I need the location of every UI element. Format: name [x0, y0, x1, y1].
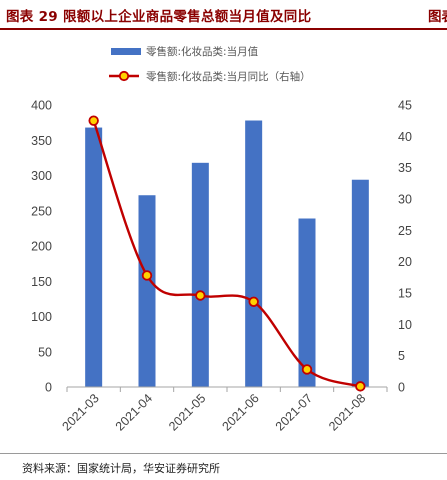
y-left-tick-label: 300	[31, 169, 52, 183]
y-left-tick-label: 0	[45, 381, 52, 395]
title-bar: 图表 29 限额以上企业商品零售总额当月值及同比 图表	[0, 0, 447, 30]
y-left-tick-label: 200	[31, 240, 52, 254]
plot-area: 2021-03 2021-04 2021-05 2021-06 2021-07 2021-…	[31, 99, 412, 434]
y-right-tick-label: 5	[398, 349, 405, 363]
x-tick-label: 2021-06	[219, 391, 261, 433]
legend-bar-label: 零售额:化妆品类:当月值	[146, 45, 259, 58]
bar	[245, 120, 263, 387]
y-right-tick-label: 10	[398, 318, 412, 332]
bar	[298, 218, 316, 387]
x-tick-label: 2021-07	[273, 391, 315, 433]
x-tick-label: 2021-03	[59, 391, 101, 433]
source-bar: 资料来源：国家统计局，华安证券研究所	[0, 453, 447, 480]
y-right-tick-label: 45	[398, 99, 412, 113]
yoy-point	[301, 364, 313, 375]
y-right-tick-label: 15	[398, 287, 412, 301]
yoy-point	[88, 115, 99, 126]
bar	[351, 179, 369, 387]
y-left-tick-label: 50	[38, 345, 52, 359]
y-left-tick-label: 350	[31, 134, 52, 148]
yoy-line	[92, 120, 361, 388]
figure-title: 图表 29 限额以上企业商品零售总额当月值及同比	[6, 9, 312, 25]
next-figure-title-fragment: 图表	[428, 9, 447, 25]
yoy-point	[248, 296, 259, 307]
bar	[138, 195, 156, 387]
legend: 零售额:化妆品类:当月值 零售额:化妆品类:当月同比（右轴）	[109, 45, 311, 83]
y-left-tick-label: 400	[31, 99, 52, 113]
y-right-tick-label: 30	[398, 193, 412, 207]
y-right-tick-label: 40	[398, 130, 412, 144]
bar	[85, 127, 103, 387]
legend-line-marker	[118, 70, 130, 82]
y-left-tick-label: 250	[31, 204, 52, 218]
yoy-point	[141, 270, 153, 281]
yoy-point	[355, 381, 366, 392]
y-right-tick-label: 25	[398, 224, 412, 238]
y-right-tick-label: 0	[398, 381, 405, 395]
bar	[191, 162, 209, 387]
x-tick-label: 2021-04	[113, 391, 155, 433]
y-left-tick-label: 150	[31, 275, 52, 289]
legend-bar-swatch	[111, 48, 141, 55]
legend-line-label: 零售额:化妆品类:当月同比（右轴）	[146, 70, 311, 83]
y-right-tick-label: 20	[398, 255, 412, 269]
x-tick-label: 2021-05	[166, 391, 208, 433]
y-left-tick-label: 100	[31, 310, 52, 324]
yoy-point	[195, 290, 206, 301]
y-right-tick-label: 35	[398, 161, 412, 175]
x-tick-label: 2021-08	[326, 391, 368, 433]
source-note: 资料来源：国家统计局，华安证券研究所	[22, 462, 220, 475]
chart: 零售额:化妆品类:当月值 零售额:化妆品类:当月同比（右轴） 2021-03 20…	[31, 45, 412, 434]
